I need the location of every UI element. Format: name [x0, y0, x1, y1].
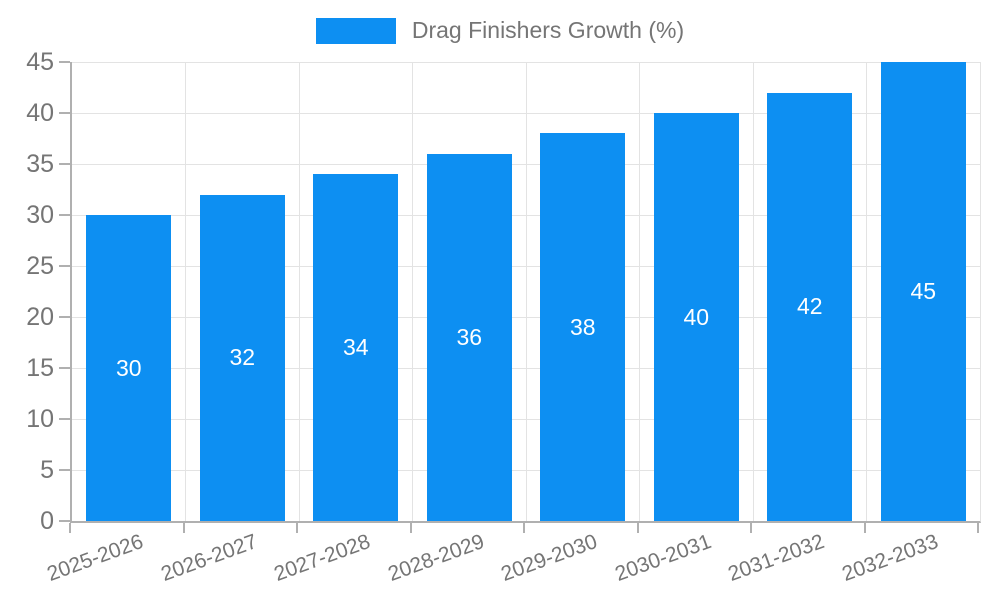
y-tick	[59, 265, 70, 267]
y-axis-tick-label: 10	[26, 405, 54, 433]
legend-swatch	[315, 17, 396, 44]
plot-area: 30 32 34 36 38 40 42 45	[70, 61, 981, 523]
x-tick	[296, 523, 298, 533]
x-gridline	[298, 62, 300, 521]
bar: 32	[199, 194, 285, 521]
bar-value-label: 42	[796, 293, 823, 320]
y-tick	[59, 367, 70, 369]
bar-value-label: 32	[229, 344, 256, 371]
y-axis-tick-label: 0	[40, 507, 54, 535]
bar: 38	[540, 133, 626, 521]
y-tick	[59, 112, 70, 114]
bar: 36	[426, 153, 512, 521]
y-axis-tick-label: 5	[40, 456, 54, 484]
y-tick	[59, 163, 70, 165]
x-axis-tick-label: 2029-2030	[498, 530, 601, 586]
y-axis-tick-label: 45	[26, 48, 54, 76]
x-gridline	[752, 62, 754, 521]
x-gridline	[185, 62, 186, 521]
x-tick	[523, 523, 525, 533]
x-tick	[409, 523, 412, 533]
bar-value-label: 34	[342, 334, 369, 361]
bar-value-label: 36	[456, 323, 483, 350]
bar-value-label: 30	[115, 354, 142, 381]
y-axis-tick-label: 20	[26, 303, 54, 331]
y-tick	[59, 520, 70, 522]
x-tick	[636, 523, 639, 533]
y-tick	[59, 418, 70, 420]
bar: 34	[313, 174, 399, 521]
x-axis-tick-label: 2026-2027	[157, 530, 261, 586]
bar-value-label: 38	[569, 313, 596, 340]
x-tick	[750, 523, 752, 533]
bar-value-label: 45	[910, 278, 937, 304]
x-axis-tick-label: 2027-2028	[271, 530, 374, 586]
x-tick	[182, 523, 185, 533]
y-axis-tick-label: 15	[26, 354, 54, 382]
bar: 40	[653, 113, 739, 521]
bar-value-label: 40	[683, 303, 710, 330]
x-gridline	[866, 62, 867, 521]
y-axis-tick-label: 30	[26, 201, 54, 229]
x-axis-tick-label: 2028-2029	[384, 530, 488, 586]
y-axis-tick-label: 25	[26, 252, 54, 280]
y-tick	[59, 469, 70, 471]
y-axis-tick-label: 35	[26, 150, 54, 178]
bar: 42	[767, 92, 853, 521]
bar: 45	[880, 62, 966, 521]
y-tick	[59, 316, 70, 318]
legend[interactable]: Drag Finishers Growth (%)	[0, 17, 1000, 44]
y-tick	[59, 61, 70, 63]
x-axis-tick-label: 2030-2031	[611, 530, 715, 586]
x-gridline	[639, 62, 640, 521]
x-axis-tick-label: 2032-2033	[838, 530, 942, 586]
y-axis-tick-label: 40	[26, 99, 54, 127]
y-tick	[59, 214, 70, 216]
legend-label: Drag Finishers Growth (%)	[411, 17, 685, 43]
x-gridline	[412, 62, 413, 521]
x-axis-tick-label: 2031-2032	[725, 530, 828, 586]
x-tick	[863, 523, 866, 533]
x-axis-tick-label: 2025-2026	[44, 530, 147, 586]
x-tick	[977, 523, 979, 533]
bar: 30	[86, 215, 172, 521]
x-tick	[69, 523, 71, 533]
x-gridline	[525, 62, 527, 521]
